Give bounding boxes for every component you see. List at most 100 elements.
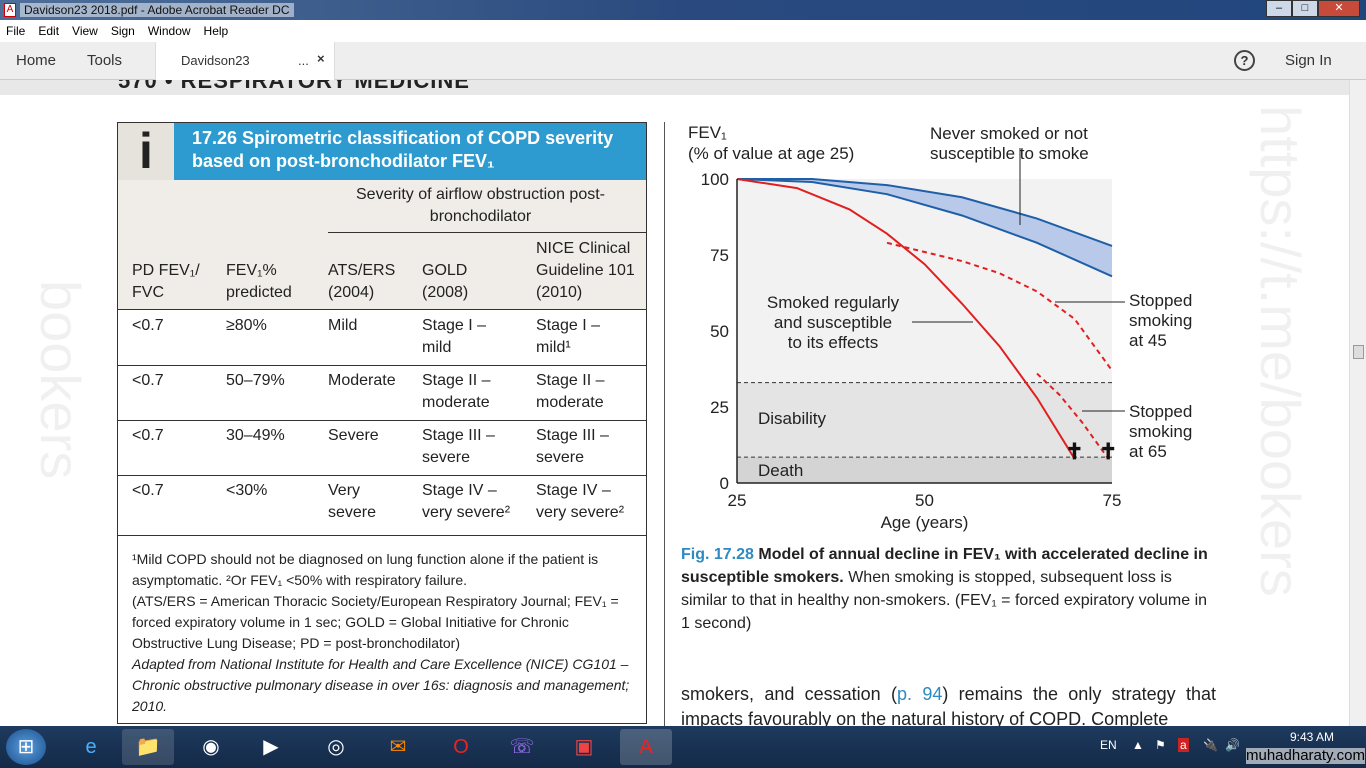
figure-caption: Fig. 17.28 Model of annual decline in FE… bbox=[681, 543, 1216, 635]
table-cell: Stage II – moderate bbox=[422, 372, 491, 411]
antivirus-icon[interactable]: a bbox=[1178, 738, 1189, 752]
window-title: Davidson23 2018.pdf - Adobe Acrobat Read… bbox=[20, 3, 294, 17]
page-link[interactable]: p. 94 bbox=[897, 684, 943, 704]
series-line-3 bbox=[886, 241, 1113, 372]
doc-tab-ellipsis: ... bbox=[298, 53, 309, 68]
x-tick-label: 75 bbox=[1103, 491, 1122, 510]
document-viewer: 570 • RESPIRATORY MEDICINE bookers https… bbox=[0, 80, 1349, 726]
table-row: <0.7 30–49% Severe Stage III – severe Stage … bbox=[118, 421, 646, 476]
y-tick-label: 50 bbox=[710, 322, 729, 341]
tab-bar: Home Tools Davidson23 ... × ? Sign In bbox=[0, 42, 1366, 80]
box-title: 17.26 Spirometric classification of COPD… bbox=[174, 123, 646, 180]
series-line-0 bbox=[737, 178, 1113, 247]
language-indicator[interactable]: EN bbox=[1100, 738, 1117, 752]
annotation-smoked: and susceptible bbox=[774, 313, 892, 332]
col-header: NICE Clinical Guideline 101 (2010) bbox=[536, 240, 635, 301]
acrobat-icon: A bbox=[4, 3, 16, 17]
menu-file[interactable]: File bbox=[6, 24, 26, 38]
caption-title: Model of annual decline in FEV₁ with acc… bbox=[681, 546, 1208, 586]
explorer-icon[interactable]: 📁 bbox=[122, 729, 174, 765]
col-header: PD FEV₁/ FVC bbox=[132, 262, 200, 301]
annotation-never-smoked: susceptible to smoke bbox=[930, 144, 1089, 163]
annotation-stopped-45: at 45 bbox=[1129, 331, 1167, 350]
menu-edit[interactable]: Edit bbox=[38, 24, 60, 38]
sign-in-button[interactable]: Sign In bbox=[1285, 52, 1332, 69]
media-player-icon[interactable]: ▶ bbox=[263, 736, 279, 758]
body-text-part: smokers, and cessation ( bbox=[681, 684, 897, 704]
death-label: Death bbox=[758, 461, 803, 480]
scroll-thumb[interactable] bbox=[1353, 345, 1364, 359]
menu-view[interactable]: View bbox=[72, 24, 98, 38]
annotation-stopped-65: Stopped bbox=[1129, 402, 1192, 421]
chrome-icon[interactable]: ◎ bbox=[327, 736, 345, 758]
menu-help[interactable]: Help bbox=[203, 24, 229, 38]
footnote-source: Adapted from National Institute for Heal… bbox=[132, 656, 630, 714]
doc-tab-close-icon[interactable]: × bbox=[317, 51, 325, 66]
table-cell: 50–79% bbox=[226, 372, 285, 389]
title-bar: A Davidson23 2018.pdf - Adobe Acrobat Re… bbox=[0, 0, 1366, 20]
death-cross-icon: ✝ bbox=[1099, 439, 1117, 464]
table-cell: Very severe bbox=[328, 482, 377, 521]
disability-label: Disability bbox=[758, 409, 827, 428]
table-cell: Moderate bbox=[328, 372, 396, 389]
annotation-smoked: Smoked regularly bbox=[767, 293, 900, 312]
vertical-scrollbar[interactable] bbox=[1349, 80, 1366, 726]
volume-icon[interactable]: 🔊 bbox=[1225, 738, 1240, 752]
series-line-4 bbox=[1036, 372, 1110, 460]
group-header: Severity of airflow obstruction post-bro… bbox=[356, 186, 605, 225]
x-tick-label: 25 bbox=[728, 491, 747, 510]
show-hidden-icons[interactable]: ▲ bbox=[1132, 738, 1144, 752]
viber-icon[interactable]: ☏ bbox=[509, 736, 535, 758]
caption-text: When smoking is stopped, subsequent loss… bbox=[681, 569, 1208, 632]
table-header: Severity of airflow obstruction post-bro… bbox=[118, 180, 646, 310]
powerpoint-icon[interactable]: ▣ bbox=[574, 736, 594, 758]
power-icon[interactable]: 🔌 bbox=[1203, 738, 1218, 752]
action-center-flag-icon[interactable]: ⚑ bbox=[1155, 738, 1166, 752]
table-cell: <0.7 bbox=[132, 372, 164, 389]
y-axis-label: (% of value at age 25) bbox=[688, 144, 854, 163]
menu-bar: File Edit View Sign Window Help bbox=[0, 20, 1366, 42]
tab-home[interactable]: Home bbox=[16, 52, 57, 69]
page-gap bbox=[0, 80, 1349, 95]
table-cell: 30–49% bbox=[226, 427, 285, 444]
table-cell: <0.7 bbox=[132, 317, 164, 334]
close-window-button[interactable]: ✕ bbox=[1318, 0, 1360, 17]
body-text: smokers, and cessation (p. 94) remains t… bbox=[681, 682, 1216, 726]
x-tick-label: 50 bbox=[915, 491, 934, 510]
taskbar: ⊞ e 📁 ◉ ▶ ◎ ✉ O ☏ ▣ A EN ▲ ⚑ a 🔌 🔊 9:43 … bbox=[0, 726, 1366, 768]
column-divider bbox=[664, 122, 665, 726]
table-cell: Stage III – severe bbox=[422, 427, 495, 466]
watermark: https://t.me/bookers bbox=[1249, 105, 1312, 597]
firefox-icon[interactable]: ◉ bbox=[202, 736, 220, 758]
death-zone bbox=[737, 457, 1112, 483]
help-icon[interactable]: ? bbox=[1234, 50, 1255, 71]
y-tick-label: 100 bbox=[701, 170, 729, 189]
clock-time[interactable]: 9:43 AM bbox=[1290, 730, 1335, 744]
maximize-button[interactable]: □ bbox=[1292, 0, 1318, 17]
series-line-1 bbox=[736, 178, 1113, 278]
tab-tools[interactable]: Tools bbox=[87, 52, 123, 69]
series-line-2 bbox=[736, 178, 1076, 460]
menu-window[interactable]: Window bbox=[147, 24, 191, 38]
opera-icon[interactable]: O bbox=[453, 736, 469, 758]
figure-number: Fig. 17.28 bbox=[681, 546, 754, 563]
acrobat-taskbar-icon[interactable]: A bbox=[620, 729, 672, 765]
col-header: FEV₁% predicted bbox=[226, 262, 292, 301]
footnote: ¹Mild COPD should not be diagnosed on lu… bbox=[132, 551, 599, 588]
minimize-button[interactable]: – bbox=[1266, 0, 1292, 17]
table-box-17-26: i 17.26 Spirometric classification of CO… bbox=[117, 122, 647, 724]
mail-icon[interactable]: ✉ bbox=[389, 736, 407, 758]
table-cell: Mild bbox=[328, 317, 358, 334]
watermark: bookers bbox=[29, 280, 92, 480]
footnote: (ATS/ERS = American Thoracic Society/Eur… bbox=[132, 593, 619, 651]
table-cell: Stage IV – very severe² bbox=[422, 482, 511, 521]
menu-sign[interactable]: Sign bbox=[110, 24, 135, 38]
box-title-line: 17.26 Spirometric classification of COPD… bbox=[192, 128, 614, 148]
x-axis-label: Age (years) bbox=[881, 513, 969, 532]
y-axis-label: FEV₁ bbox=[688, 123, 727, 142]
tab-document[interactable]: Davidson23 ... × bbox=[155, 42, 335, 80]
start-button[interactable]: ⊞ bbox=[6, 729, 46, 765]
ie-icon[interactable]: e bbox=[85, 736, 97, 758]
table-cell: <30% bbox=[226, 482, 268, 499]
